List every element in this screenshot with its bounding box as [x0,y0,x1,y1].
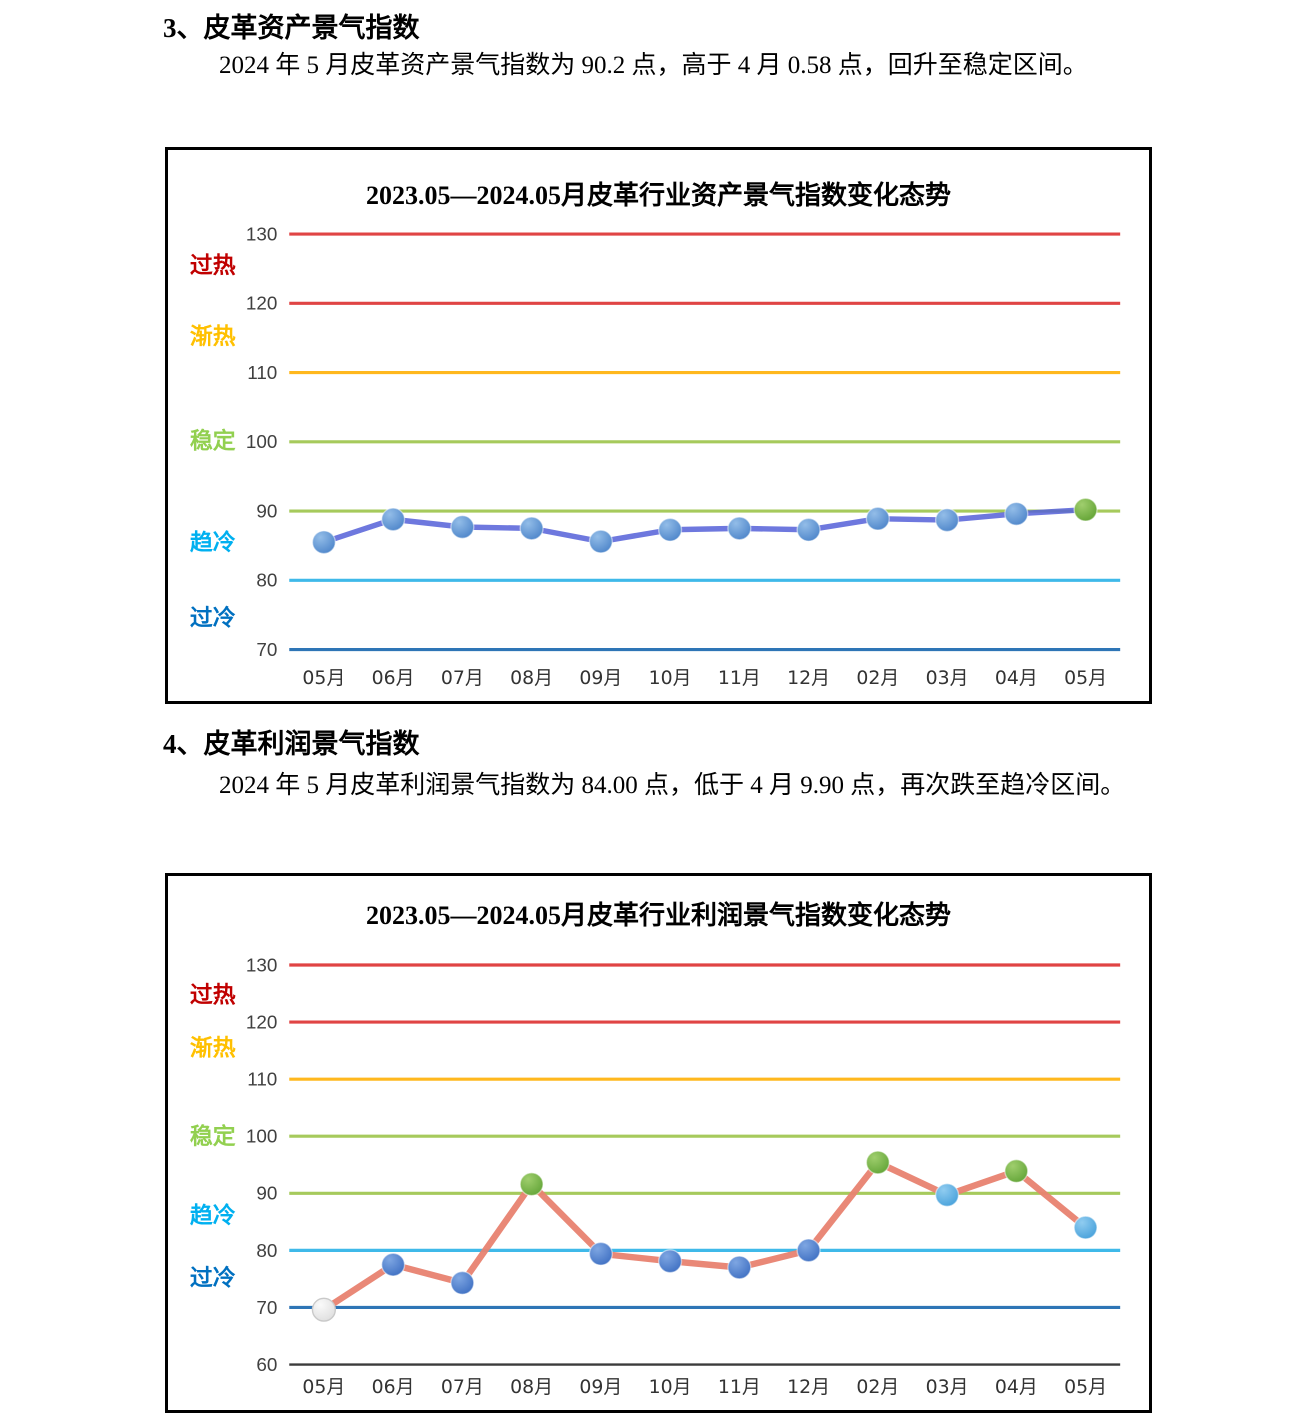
section-3-heading: 3、皮革资产景气指数 [163,13,420,43]
x-axis-label: 10月 [649,668,692,689]
data-point-08月 [519,1172,544,1197]
data-point-05月 [1073,497,1098,522]
x-axis-label: 04月 [995,1377,1038,1398]
x-axis-label: 03月 [926,668,969,689]
data-point-09月 [588,529,613,554]
x-axis-label: 05月 [1064,1377,1107,1398]
zone-label: 稳定 [190,427,236,454]
data-point-11月 [727,516,752,541]
x-axis-label: 04月 [995,668,1038,689]
x-axis-label: 02月 [856,1377,899,1398]
y-tick-label: 70 [256,639,277,660]
x-axis-label: 09月 [579,1377,622,1398]
y-tick-label: 120 [246,1012,278,1033]
x-axis-label: 05月 [1064,668,1107,689]
data-point-05月 [311,530,337,555]
y-tick-label: 120 [246,293,277,314]
data-point-06月 [380,1252,406,1277]
asset-chart-title: 2023.05—2024.05月皮革行业资产景气指数变化态势 [365,181,951,210]
x-axis-label: 06月 [372,668,415,689]
data-line [320,1159,1089,1313]
y-tick-label: 80 [256,570,277,591]
data-point-10月 [657,517,683,542]
data-point-03月 [934,1182,960,1208]
data-point-05月 [1073,1215,1098,1240]
x-axis-label: 05月 [302,1377,345,1398]
x-axis-label: 11月 [718,668,761,689]
zone-label: 稳定 [190,1123,236,1150]
x-axis-label: 02月 [856,668,899,689]
data-point-12月 [796,517,821,542]
y-tick-label: 100 [246,1126,278,1147]
x-axis-label: 03月 [926,1377,969,1398]
y-tick-label: 110 [247,1069,277,1090]
y-tick-label: 110 [247,362,277,383]
data-point-03月 [934,508,960,533]
zone-label: 过热 [190,253,236,279]
data-point-02月 [865,506,890,531]
y-tick-label: 90 [256,501,277,522]
data-point-08月 [519,516,544,541]
section-4-paragraph: 2024 年 5 月皮革利润景气指数为 84.00 点，低于 4 月 9.90 … [219,772,1126,799]
data-point-04月 [1004,1158,1029,1184]
zone-label: 渐热 [190,1036,236,1062]
x-axis-label: 10月 [649,1377,692,1398]
y-tick-label: 130 [246,224,277,245]
x-axis-label: 08月 [510,1377,553,1398]
x-axis-label: 05月 [302,668,345,689]
asset-index-chart: 2023.05—2024.05月皮革行业资产景气指数变化态势 130 120 110… [165,147,1152,704]
data-point-07月 [450,1270,475,1295]
data-point-09月 [588,1241,613,1266]
x-axis-label: 08月 [510,668,553,689]
x-axis-label: 09月 [579,668,622,689]
x-axis-label: 12月 [787,668,830,689]
x-axis-label: 11月 [718,1377,761,1398]
zone-label: 趋冷 [190,1202,236,1229]
data-point-04月 [1004,501,1029,526]
profit-chart-title: 2023.05—2024.05月皮革行业利润景气指数变化态势 [365,901,951,930]
zone-label: 过冷 [190,1265,236,1292]
zone-label: 趋冷 [190,529,236,556]
data-point-10月 [657,1249,683,1274]
y-tick-label: 80 [256,1240,277,1261]
x-axis-label: 12月 [787,1377,830,1398]
data-point-05月 [311,1297,337,1322]
data-point-07月 [450,514,475,540]
section-3-paragraph: 2024 年 5 月皮革资产景气指数为 90.2 点，高于 4 月 0.58 点… [219,52,1088,79]
profit-index-chart: 2023.05—2024.05月皮革行业利润景气指数变化态势 130 120 110… [165,873,1152,1413]
y-tick-label: 100 [246,431,277,452]
section-4-heading: 4、皮革利润景气指数 [163,729,420,759]
x-axis-label: 07月 [441,1377,484,1398]
data-point-06月 [380,507,406,532]
zone-label: 渐热 [190,324,236,350]
y-tick-label: 130 [246,954,278,975]
data-line [321,506,1089,545]
y-tick-label: 90 [256,1183,277,1204]
data-point-12月 [796,1238,821,1263]
y-tick-label: 60 [256,1354,277,1375]
data-point-02月 [865,1150,890,1175]
zone-label: 过冷 [190,605,236,632]
x-axis-label: 07月 [441,668,484,689]
x-axis-label: 06月 [372,1377,415,1398]
zone-label: 过热 [190,983,236,1009]
data-point-11月 [727,1255,752,1280]
y-tick-label: 70 [256,1297,277,1318]
